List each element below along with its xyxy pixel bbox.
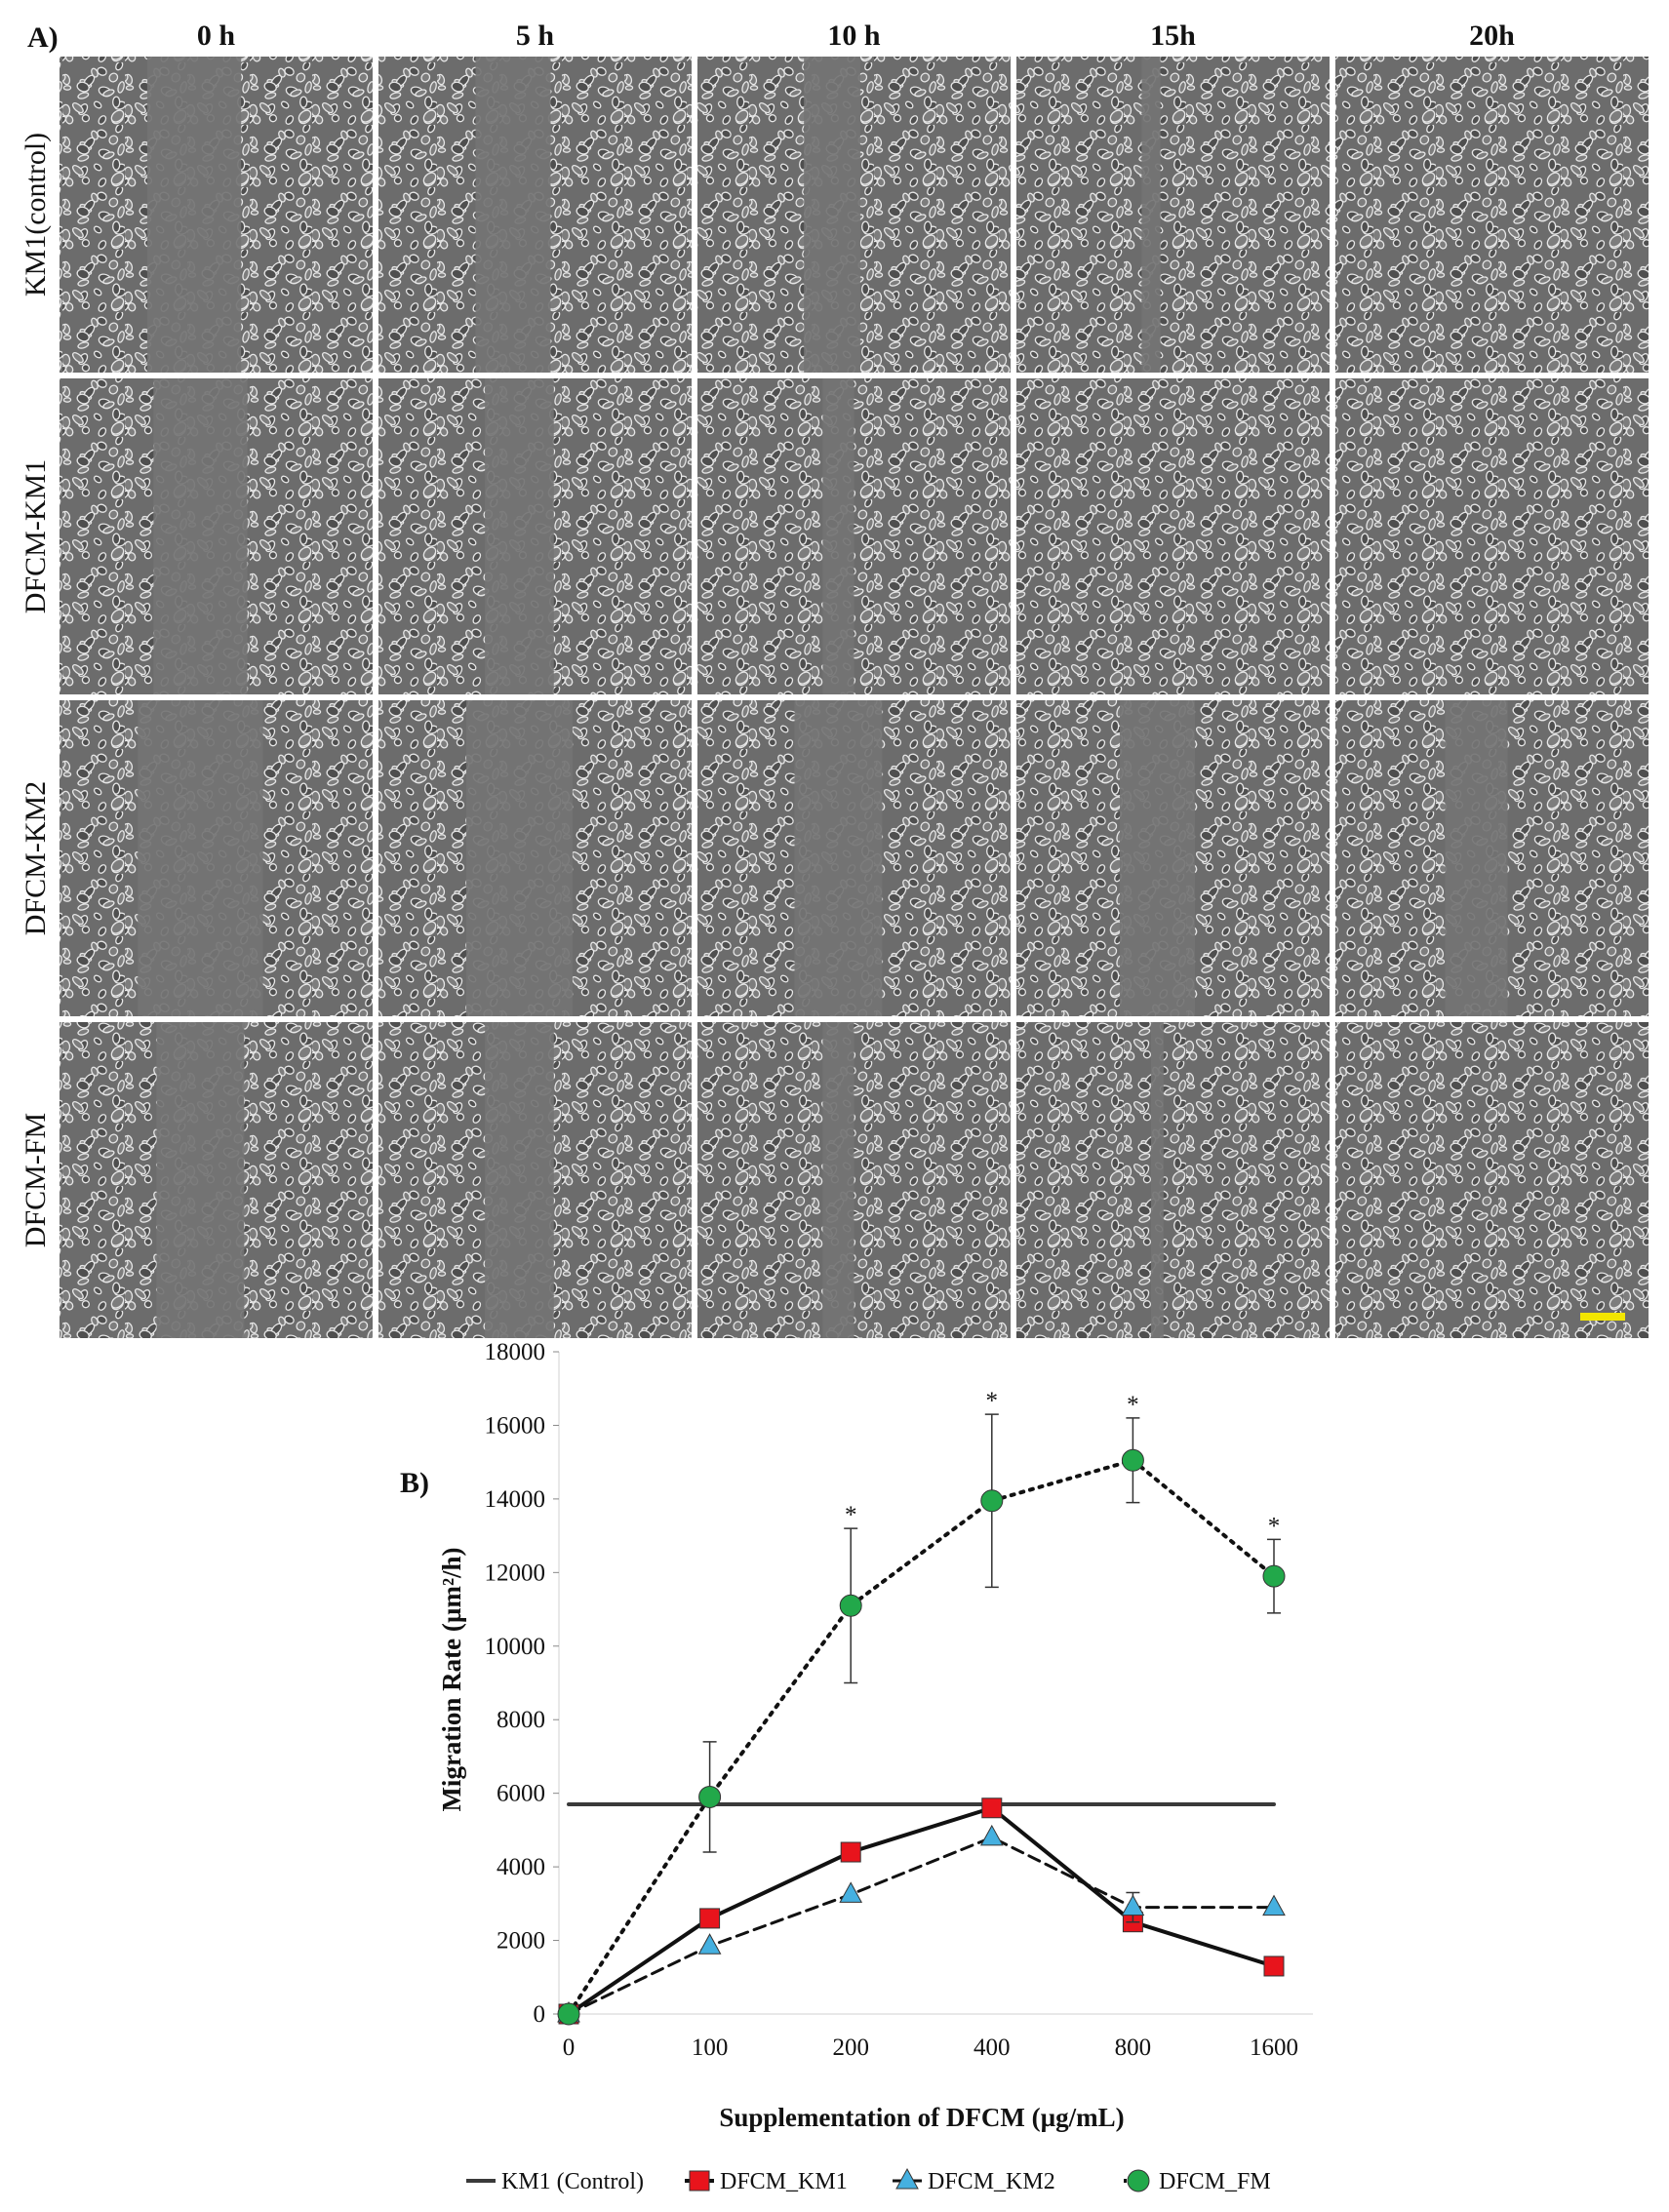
marker	[1121, 1894, 1145, 1916]
legend-label: KM1 (Control)	[501, 2169, 644, 2194]
x-tick-label: 100	[692, 2034, 729, 2061]
wound-gap	[822, 1022, 854, 1338]
marker	[1263, 1955, 1285, 1977]
wound-gap	[1445, 700, 1508, 1016]
marker	[1262, 1894, 1286, 1916]
column-header: 5 h	[516, 20, 555, 52]
marker	[839, 1881, 863, 1903]
wound-gap	[465, 700, 574, 1016]
panel-label: A)	[27, 21, 59, 54]
row-label: DFCM-FM	[20, 1113, 52, 1247]
y-tick-label: 18000	[485, 1339, 546, 1365]
y-tick-label: 2000	[497, 1928, 545, 1955]
series-line	[567, 1458, 1276, 2016]
y-tick-label: 16000	[485, 1412, 546, 1439]
y-tick-label: 0	[534, 2001, 546, 2028]
significance-mark: *	[1268, 1513, 1281, 1539]
wound-gap	[156, 1022, 245, 1338]
significance-mark: *	[986, 1388, 999, 1414]
marker	[557, 2002, 580, 2026]
y-tick-label: 10000	[485, 1634, 546, 1660]
marker	[1262, 1564, 1286, 1588]
x-tick-label: 400	[974, 2034, 1011, 2061]
legend-marker	[895, 2167, 919, 2190]
significance-mark: *	[1127, 1392, 1139, 1418]
legend-marker	[689, 2170, 710, 2192]
micrograph	[1016, 57, 1330, 373]
legend-label: DFCM_FM	[1159, 2169, 1271, 2194]
column-header: 15h	[1150, 20, 1196, 52]
micrograph	[1016, 378, 1330, 694]
column-header: 10 h	[827, 20, 881, 52]
micrograph	[1335, 57, 1649, 373]
x-axis-title: Supplementation of DFCM (µg/mL)	[719, 2103, 1124, 2132]
x-tick-label: 1600	[1250, 2034, 1298, 2061]
row-label: KM1(control)	[20, 133, 52, 296]
wound-gap	[804, 57, 860, 373]
y-axis-title: Migration Rate (µm²/h)	[437, 1547, 466, 1811]
wound-gap	[475, 57, 551, 373]
x-tick-label: 0	[563, 2034, 576, 2061]
wound-gap	[1141, 57, 1161, 373]
series-line	[567, 1805, 1276, 2016]
column-header: 0 h	[197, 20, 236, 52]
legend-label: DFCM_KM1	[720, 2169, 848, 2194]
wound-gap	[153, 378, 248, 694]
legend-marker	[1127, 2169, 1150, 2192]
x-tick-label: 800	[1115, 2034, 1152, 2061]
significance-mark: *	[845, 1502, 857, 1528]
wound-gap	[138, 700, 263, 1016]
marker	[979, 1824, 1004, 1846]
micrograph	[1335, 1022, 1649, 1338]
series-line	[567, 1836, 1276, 2016]
wound-gap	[146, 57, 242, 373]
wound-gap	[822, 378, 854, 694]
micrograph	[1335, 378, 1649, 694]
marker	[980, 1489, 1004, 1513]
marker	[839, 1594, 862, 1617]
wound-gap	[485, 1022, 554, 1338]
scale-bar	[1580, 1313, 1625, 1321]
marker	[698, 1785, 722, 1808]
column-header: 20h	[1469, 20, 1515, 52]
wound-gap	[485, 378, 554, 694]
y-tick-label: 4000	[497, 1854, 545, 1880]
legend-label: DFCM_KM2	[928, 2169, 1055, 2194]
micrograph	[1016, 1022, 1330, 1338]
x-tick-label: 200	[832, 2034, 869, 2061]
wound-gap	[794, 700, 883, 1016]
row-label: DFCM-KM2	[20, 781, 52, 935]
marker	[699, 1908, 721, 1929]
marker	[697, 1933, 722, 1955]
y-tick-label: 8000	[497, 1707, 545, 1733]
row-label: DFCM-KM1	[20, 459, 52, 613]
y-tick-label: 12000	[485, 1560, 546, 1586]
marker	[1121, 1448, 1144, 1472]
wound-gap	[1151, 1022, 1164, 1338]
wound-gap	[1119, 700, 1195, 1016]
panel-label: B)	[400, 1467, 429, 1499]
y-tick-label: 14000	[485, 1486, 546, 1513]
y-tick-label: 6000	[497, 1781, 545, 1807]
marker	[981, 1797, 1003, 1819]
marker	[840, 1841, 861, 1863]
